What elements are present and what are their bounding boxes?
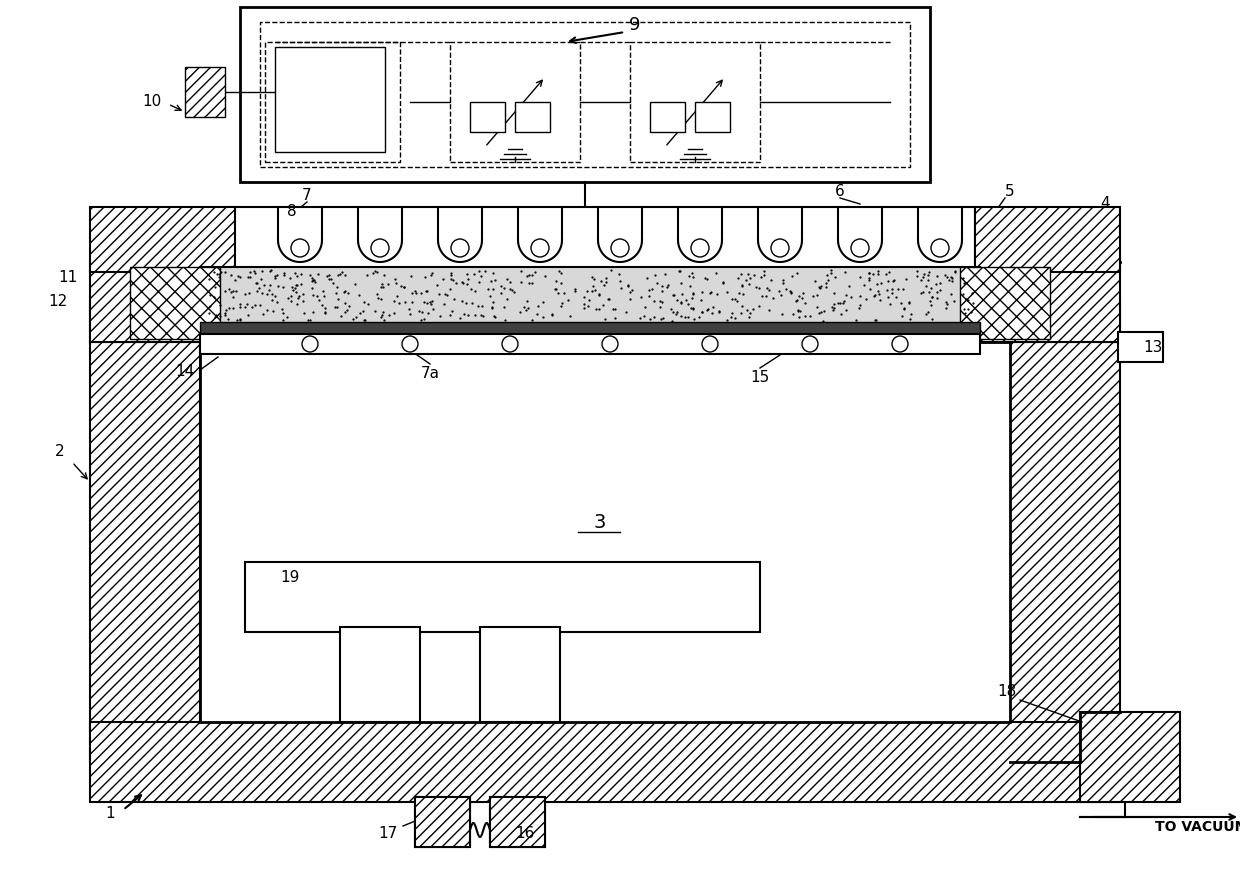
- Text: TO VACUUM PUMP: TO VACUUM PUMP: [1154, 820, 1240, 834]
- Bar: [694, 102, 730, 132]
- Bar: [450, 42, 580, 162]
- Text: 14: 14: [175, 364, 195, 379]
- Text: 5: 5: [1006, 184, 1014, 199]
- Text: 8: 8: [288, 205, 296, 220]
- Bar: [91, 722, 1120, 802]
- Bar: [200, 322, 980, 334]
- Bar: [260, 22, 910, 167]
- Bar: [275, 47, 384, 152]
- Bar: [91, 302, 200, 762]
- Text: 16: 16: [516, 826, 534, 841]
- Bar: [340, 627, 420, 722]
- Bar: [470, 102, 505, 132]
- Bar: [246, 562, 760, 632]
- Bar: [185, 67, 224, 117]
- Bar: [490, 797, 546, 847]
- Text: 9: 9: [629, 16, 641, 34]
- Bar: [229, 207, 975, 272]
- Bar: [960, 267, 1050, 339]
- Text: 11: 11: [58, 270, 78, 285]
- Text: 19: 19: [280, 570, 300, 585]
- Bar: [630, 42, 760, 162]
- Text: 2: 2: [56, 445, 64, 460]
- Bar: [200, 267, 980, 324]
- Bar: [980, 262, 1120, 342]
- Text: 12: 12: [48, 295, 68, 310]
- Bar: [241, 7, 930, 182]
- Text: 6: 6: [835, 184, 844, 199]
- Text: 15: 15: [750, 370, 770, 385]
- Text: 4: 4: [1100, 197, 1110, 212]
- Bar: [91, 207, 236, 272]
- Text: 7a: 7a: [420, 367, 439, 382]
- Bar: [415, 797, 470, 847]
- Bar: [130, 267, 219, 339]
- Bar: [490, 797, 546, 847]
- Bar: [200, 334, 980, 354]
- Text: 18: 18: [997, 684, 1017, 699]
- Bar: [1011, 302, 1120, 762]
- Bar: [650, 102, 684, 132]
- Bar: [975, 207, 1120, 272]
- Text: 13: 13: [1143, 340, 1163, 355]
- Bar: [200, 342, 1011, 722]
- Text: 17: 17: [378, 826, 398, 841]
- Bar: [265, 42, 401, 162]
- Bar: [1118, 332, 1163, 362]
- Text: 10: 10: [143, 94, 161, 109]
- Bar: [480, 627, 560, 722]
- Text: 3: 3: [594, 512, 606, 532]
- Text: 7: 7: [303, 189, 311, 204]
- Bar: [415, 797, 470, 847]
- Text: 1: 1: [105, 806, 115, 821]
- Bar: [1080, 712, 1180, 802]
- Bar: [91, 262, 250, 342]
- Bar: [515, 102, 551, 132]
